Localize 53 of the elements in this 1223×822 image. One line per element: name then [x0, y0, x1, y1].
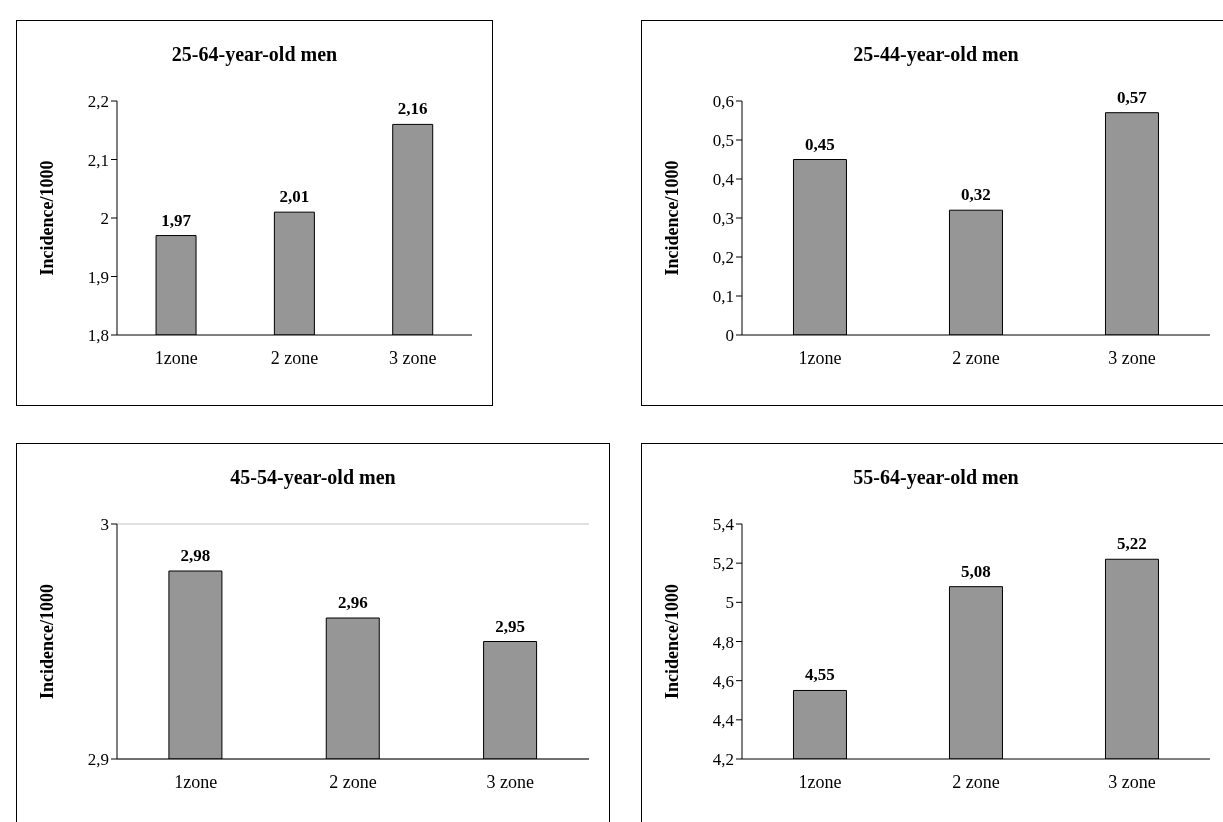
y-axis-title: Incidence/1000	[37, 160, 58, 276]
y-axis-title: Incidence/1000	[662, 160, 683, 276]
x-tick-label: 1zone	[798, 347, 842, 368]
x-tick-label: 2 zone	[952, 347, 1000, 368]
y-tick-label: 5,4	[712, 515, 735, 535]
y-axis-title: Incidence/1000	[37, 584, 58, 699]
x-tick-label: 3 zone	[1108, 347, 1156, 368]
y-tick-label: 2,2	[87, 92, 109, 112]
data-label: 2,95	[495, 616, 525, 636]
x-tick-label: 2 zone	[952, 771, 1000, 792]
data-label: 2,01	[279, 187, 310, 207]
chart-title: 55-64-year-old men	[852, 466, 1020, 489]
y-tick-label: 0,6	[712, 92, 734, 112]
y-tick-label: 0,4	[712, 170, 735, 190]
data-label: 5,08	[961, 561, 991, 581]
data-label: 2,98	[180, 546, 211, 565]
data-label: 4,55	[805, 665, 835, 685]
x-tick-label: 2 zone	[270, 347, 319, 368]
data-label: 2,96	[337, 593, 368, 612]
y-tick-label: 1,9	[87, 267, 109, 287]
data-label: 0,32	[961, 185, 991, 205]
data-label: 2,16	[397, 99, 428, 119]
x-tick-label: 3 zone	[389, 347, 437, 368]
y-tick-label: 0	[725, 326, 734, 346]
x-tick-label: 1zone	[174, 771, 218, 792]
x-tick-label: 3 zone	[1108, 771, 1156, 792]
y-tick-label: 0,1	[712, 287, 734, 307]
data-label: 5,22	[1117, 534, 1147, 554]
x-tick-label: 1zone	[154, 347, 198, 368]
y-tick-label: 5,2	[712, 554, 734, 574]
x-tick-label: 3 zone	[486, 771, 535, 792]
y-tick-label: 4,4	[712, 710, 735, 730]
y-axis-title: Incidence/1000	[662, 584, 683, 699]
chart-title: 45-54-year-old men	[229, 466, 397, 489]
data-label: 0,45	[805, 134, 835, 154]
y-tick-label: 4,8	[712, 632, 734, 652]
y-tick-label: 5	[725, 593, 734, 613]
chart-title: 25-44-year-old men	[852, 43, 1020, 66]
y-tick-label: 0,2	[712, 248, 734, 268]
data-label: 1,97	[161, 210, 192, 230]
y-tick-label: 4,6	[712, 671, 734, 691]
data-label: 0,57	[1117, 87, 1148, 107]
chart-title: 25-64-year-old men	[170, 43, 339, 66]
x-tick-label: 1zone	[798, 771, 842, 792]
y-tick-label: 4,2	[712, 750, 734, 770]
y-tick-label: 2	[100, 209, 109, 229]
y-tick-label: 2,1	[87, 150, 109, 170]
y-tick-label: 0,3	[712, 209, 734, 229]
y-tick-label: 1,8	[87, 326, 109, 346]
x-tick-label: 2 zone	[329, 771, 377, 792]
y-tick-label: 3	[100, 515, 109, 535]
y-tick-label: 2,9	[87, 750, 109, 770]
y-tick-label: 0,5	[712, 131, 734, 151]
